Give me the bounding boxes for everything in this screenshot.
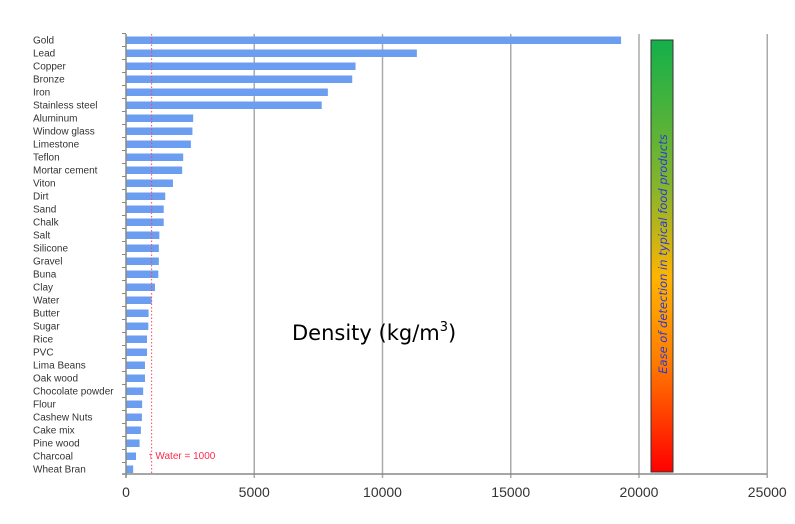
bar [126, 452, 137, 460]
category-label: Water [33, 296, 60, 307]
bar [126, 374, 145, 382]
category-label: Pine wood [33, 439, 80, 450]
bar [126, 465, 134, 473]
category-label: Gravel [33, 257, 62, 268]
bar [126, 218, 164, 226]
bar [126, 62, 356, 70]
x-tick-label: 20000 [620, 484, 659, 500]
bar [126, 153, 184, 161]
bar [126, 49, 417, 57]
bar [126, 439, 140, 447]
category-label: Chalk [33, 218, 60, 229]
x-tick-label: 15000 [491, 484, 530, 500]
bar [126, 413, 142, 421]
category-label: Iron [33, 88, 50, 99]
category-label: Charcoal [33, 452, 73, 463]
category-label: Silicone [33, 244, 68, 255]
x-tick-label: 10000 [363, 484, 402, 500]
bar [126, 36, 622, 44]
category-label: Copper [33, 62, 66, 73]
bar [126, 400, 143, 408]
category-label: Sugar [33, 322, 60, 333]
bar [126, 335, 148, 343]
category-label: Bronze [33, 75, 65, 86]
category-label: Dirt [33, 192, 49, 203]
category-label: Butter [33, 309, 60, 320]
bar [126, 426, 141, 434]
category-label: Oak wood [33, 374, 78, 385]
bar [126, 75, 353, 83]
bar [126, 387, 144, 395]
category-label: Lima Beans [33, 361, 86, 372]
category-label: Chocolate powder [33, 387, 114, 398]
category-label: Buna [33, 270, 57, 281]
bar [126, 231, 160, 239]
category-label: Teflon [33, 153, 60, 164]
category-label: Viton [33, 179, 56, 190]
bar [126, 270, 159, 278]
bar [126, 114, 194, 122]
bar [126, 244, 159, 252]
bar [126, 88, 328, 96]
category-label: Rice [33, 335, 53, 346]
detection-colorbar [650, 39, 674, 473]
bar [126, 309, 149, 317]
category-label: Mortar cement [33, 166, 98, 177]
category-label: Salt [33, 231, 50, 242]
category-label: Clay [33, 283, 53, 294]
bar [126, 361, 145, 369]
bar [126, 179, 173, 187]
category-label: PVC [33, 348, 54, 359]
x-tick-label: 5000 [239, 484, 270, 500]
category-label: Limestone [33, 140, 80, 151]
x-tick-label: 25000 [748, 484, 787, 500]
bar [126, 322, 149, 330]
bar [126, 192, 166, 200]
category-label: Aluminum [33, 114, 77, 125]
x-tick-label: 0 [122, 484, 130, 500]
bar [126, 140, 191, 148]
category-label: Gold [33, 36, 54, 47]
bar [126, 283, 155, 291]
category-label: Flour [33, 400, 56, 411]
category-label: Window glass [33, 127, 95, 138]
category-label: Wheat Bran [33, 465, 86, 476]
bar [126, 348, 148, 356]
bar [126, 166, 183, 174]
bar [126, 296, 152, 304]
category-label: Lead [33, 49, 55, 60]
category-label: Cake mix [33, 426, 75, 437]
category-label: Cashew Nuts [33, 413, 92, 424]
bar [126, 205, 164, 213]
bar [126, 101, 322, 109]
x-axis-label: Density (kg/m3) [292, 320, 456, 345]
bar [126, 127, 193, 135]
bar [126, 257, 159, 265]
colorbar-label: Ease of detection in typical food produc… [656, 134, 670, 373]
category-label: Stainless steel [33, 101, 97, 112]
category-label: Sand [33, 205, 56, 216]
water-reference-label: ↑ Water = 1000 [148, 451, 216, 462]
